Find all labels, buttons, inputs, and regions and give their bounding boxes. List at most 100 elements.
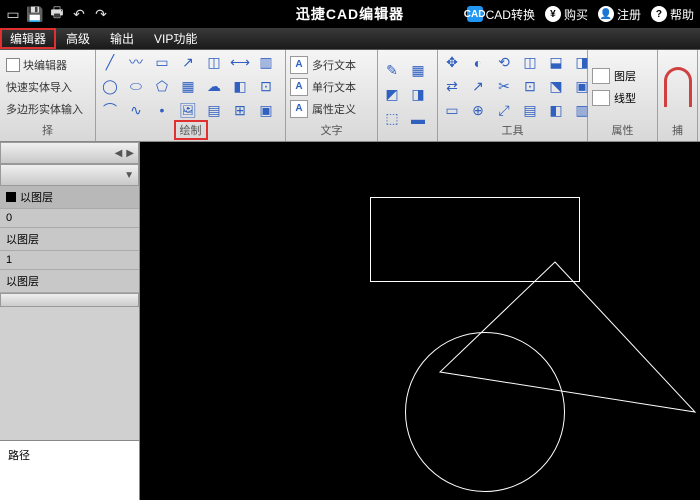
buy-button[interactable]: ¥ 购买: [545, 6, 588, 23]
mod5-icon[interactable]: ◨: [408, 85, 428, 105]
ribbon: 块编辑器 快速实体导入 多边形实体输入 择 ╱ ◯ ⌒ 〰 ⬭ ∿ ▭ ⬠ • …: [0, 50, 700, 142]
block-editor-item[interactable]: 块编辑器: [4, 55, 91, 75]
panel-label-modify: [382, 137, 433, 139]
hatch-icon[interactable]: ▦: [178, 76, 198, 96]
grid-icon[interactable]: ⊞: [230, 100, 250, 120]
point-icon[interactable]: •: [152, 100, 172, 120]
menu-editor[interactable]: 编辑器: [0, 28, 56, 49]
t5-icon[interactable]: ↗: [468, 77, 488, 97]
t13-icon[interactable]: ⬓: [546, 53, 566, 73]
cad-convert-label: CAD转换: [486, 6, 535, 23]
panel-label-attr: 属性: [592, 121, 653, 139]
t7-icon[interactable]: ⟲: [494, 53, 514, 73]
mod6-icon[interactable]: ▬: [408, 109, 428, 129]
help-icon: ?: [651, 6, 667, 22]
save-icon[interactable]: 💾: [26, 5, 44, 23]
linetype-attr[interactable]: 线型: [592, 88, 653, 108]
t12-icon[interactable]: ▤: [520, 101, 540, 121]
region-icon[interactable]: ◫: [204, 52, 224, 72]
extra3-icon[interactable]: ▣: [256, 100, 276, 120]
dim-icon[interactable]: ⟷: [230, 52, 250, 72]
ray-icon[interactable]: ↗: [178, 52, 198, 72]
workspace: ◀▶ ▼ 以图层 0 以图层 1 以图层 路径: [0, 142, 700, 500]
register-label: 注册: [617, 6, 641, 23]
ellipse-icon[interactable]: ⬭: [126, 76, 146, 96]
app-title: 迅捷CAD编辑器: [296, 4, 404, 24]
mod3-icon[interactable]: ⬚: [382, 109, 402, 129]
panel-label-tools: 工具: [442, 121, 583, 139]
quick-import-item[interactable]: 快速实体导入: [4, 77, 91, 97]
titlebar-right: CAD CAD转换 ¥ 购买 👤 注册 ? 帮助: [467, 6, 694, 23]
print-icon[interactable]: 🖶: [48, 5, 66, 23]
layer-header[interactable]: 以图层: [0, 186, 139, 209]
redo-icon[interactable]: ↷: [92, 5, 110, 23]
t2-icon[interactable]: ⇄: [442, 77, 462, 97]
t9-icon[interactable]: ⤢: [494, 101, 514, 121]
attrdef-item[interactable]: A属性定义: [290, 99, 373, 119]
t8-icon[interactable]: ✂: [494, 77, 514, 97]
layer-list: 以图层 0 以图层 1 以图层: [0, 186, 139, 293]
dock-scroll-top[interactable]: ◀▶: [0, 142, 139, 164]
help-button[interactable]: ? 帮助: [651, 6, 694, 23]
mtext-item[interactable]: A多行文本: [290, 55, 373, 75]
menu-output[interactable]: 输出: [100, 28, 144, 49]
t6-icon[interactable]: ⊕: [468, 101, 488, 121]
scroll-left-icon[interactable]: ◀: [115, 148, 123, 159]
image-icon[interactable]: 🖼: [178, 100, 198, 120]
path-panel: 路径: [0, 440, 139, 500]
block-tool-icon[interactable]: ◧: [230, 76, 250, 96]
menu-advanced[interactable]: 高级: [56, 28, 100, 49]
t14-icon[interactable]: ⬔: [546, 77, 566, 97]
t4-icon[interactable]: ◐: [468, 53, 488, 73]
left-dock: ◀▶ ▼ 以图层 0 以图层 1 以图层 路径: [0, 142, 140, 500]
extra2-icon[interactable]: ⊡: [256, 76, 276, 96]
help-label: 帮助: [670, 6, 694, 23]
polygon-icon[interactable]: ⬠: [152, 76, 172, 96]
layer-row[interactable]: 1: [0, 251, 139, 270]
mtext-icon: A: [290, 56, 308, 74]
circle-icon[interactable]: ◯: [100, 76, 120, 96]
spline-icon[interactable]: ∿: [126, 100, 146, 120]
register-button[interactable]: 👤 注册: [598, 6, 641, 23]
cad-convert-button[interactable]: CAD CAD转换: [467, 6, 535, 23]
rect-icon[interactable]: ▭: [152, 52, 172, 72]
buy-label: 购买: [564, 6, 588, 23]
t11-icon[interactable]: ⊡: [520, 77, 540, 97]
ribbon-panel-select: 块编辑器 快速实体导入 多边形实体输入 择: [0, 50, 96, 141]
dock-splitter[interactable]: [0, 293, 139, 307]
mod2-icon[interactable]: ◩: [382, 85, 402, 105]
path-label: 路径: [8, 450, 30, 462]
layer-attr[interactable]: 图层: [592, 66, 653, 86]
cloud-icon[interactable]: ☁: [204, 76, 224, 96]
ribbon-panel-snap: 捕: [658, 50, 698, 141]
layer-row[interactable]: 以图层: [0, 228, 139, 251]
arc-icon[interactable]: ⌒: [100, 100, 120, 120]
layer-row[interactable]: 以图层: [0, 270, 139, 293]
t10-icon[interactable]: ◫: [520, 53, 540, 73]
dock-scroll-2[interactable]: ▼: [0, 164, 139, 186]
table-icon[interactable]: ▤: [204, 100, 224, 120]
t1-icon[interactable]: ✥: [442, 53, 462, 73]
qat-icon-1[interactable]: ▭: [4, 5, 22, 23]
block-icon: [6, 58, 20, 72]
t3-icon[interactable]: ▭: [442, 101, 462, 121]
mod4-icon[interactable]: ▦: [408, 61, 428, 81]
polyline-icon[interactable]: 〰: [126, 52, 146, 72]
attrdef-icon: A: [290, 100, 308, 118]
layer-row[interactable]: 0: [0, 209, 139, 228]
polygon-input-item[interactable]: 多边形实体输入: [4, 99, 91, 119]
undo-icon[interactable]: ↶: [70, 5, 88, 23]
scroll-right-icon[interactable]: ▶: [126, 148, 134, 159]
title-bar: ▭ 💾 🖶 ↶ ↷ 迅捷CAD编辑器 CAD CAD转换 ¥ 购买 👤 注册 ?…: [0, 0, 700, 28]
line-icon[interactable]: ╱: [100, 52, 120, 72]
menu-vip[interactable]: VIP功能: [144, 28, 207, 49]
mod1-icon[interactable]: ✎: [382, 61, 402, 81]
t15-icon[interactable]: ◧: [546, 101, 566, 121]
extra1-icon[interactable]: ▥: [256, 52, 276, 72]
drawing-canvas[interactable]: [140, 142, 700, 500]
dropdown-icon[interactable]: ▼: [124, 170, 134, 181]
user-icon: 👤: [598, 6, 614, 22]
stext-item[interactable]: A单行文本: [290, 77, 373, 97]
ribbon-panel-draw: ╱ ◯ ⌒ 〰 ⬭ ∿ ▭ ⬠ • ↗ ▦ 🖼 ◫ ☁ ▤ ⟷ ◧ ⊞ ▥ ⊡: [96, 50, 286, 141]
snap-icon[interactable]: [664, 67, 692, 107]
